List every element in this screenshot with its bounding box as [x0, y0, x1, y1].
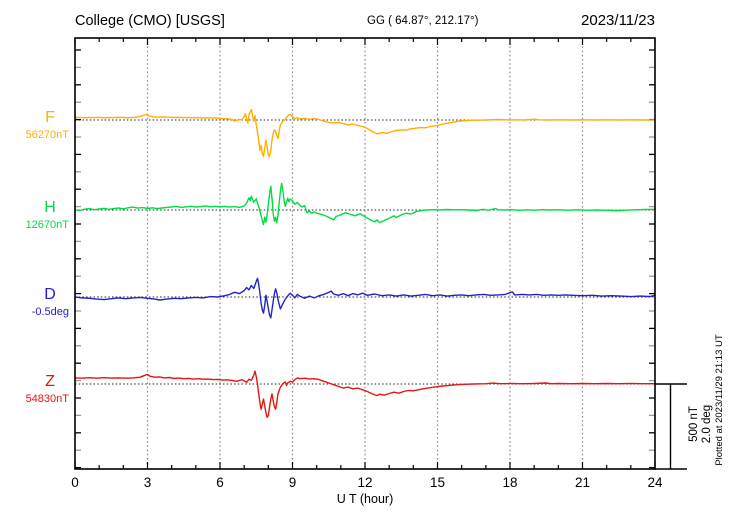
- x-tick-label-3: 3: [144, 475, 152, 490]
- channel-letter-D: D: [44, 286, 56, 303]
- trace-D: [74, 277, 656, 319]
- channel-value-Z: 54830nT: [26, 393, 70, 405]
- x-tick-label-6: 6: [216, 475, 224, 490]
- trace-F: [74, 108, 656, 158]
- plot-frame: [74, 37, 656, 470]
- x-tick-label-15: 15: [430, 475, 445, 490]
- x-tick-label-0: 0: [71, 475, 79, 490]
- trace-Z: [74, 370, 656, 418]
- x-tick-label-18: 18: [502, 475, 517, 490]
- x-tick-label-24: 24: [647, 475, 663, 490]
- plotted-at-note: Plotted at 2023/11/29 21:13 UT: [714, 334, 725, 466]
- scale-bar: [655, 383, 687, 470]
- scale-deg-label: 2.0 deg: [701, 405, 713, 443]
- channel-letter-F: F: [45, 109, 55, 126]
- x-tick-labels: 0 3 6 9 12 15 18 21 24: [71, 475, 663, 490]
- geo-coordinates: GG ( 64.87°, 212.17°): [367, 15, 479, 27]
- channel-value-F: 56270nT: [26, 129, 70, 141]
- x-tick-label-21: 21: [575, 475, 590, 490]
- x-tick-label-12: 12: [357, 475, 372, 490]
- channel-labels: F 56270nT H 12670nT D -0.5deg Z 54830nT: [26, 109, 70, 405]
- x-axis-title: U T (hour): [337, 492, 394, 506]
- trace-H: [74, 182, 656, 226]
- channel-value-D: -0.5deg: [32, 306, 69, 318]
- channel-value-H: 12670nT: [26, 219, 70, 231]
- gridlines: [146, 38, 584, 469]
- x-tick-label-9: 9: [289, 475, 297, 490]
- channel-letter-H: H: [44, 199, 56, 216]
- date-label: 2023/11/23: [581, 12, 655, 29]
- scale-nt-label: 500 nT: [688, 406, 700, 442]
- station-title: College (CMO) [USGS]: [75, 13, 225, 29]
- traces: [74, 108, 656, 418]
- baselines: [75, 119, 655, 385]
- channel-letter-Z: Z: [45, 373, 55, 390]
